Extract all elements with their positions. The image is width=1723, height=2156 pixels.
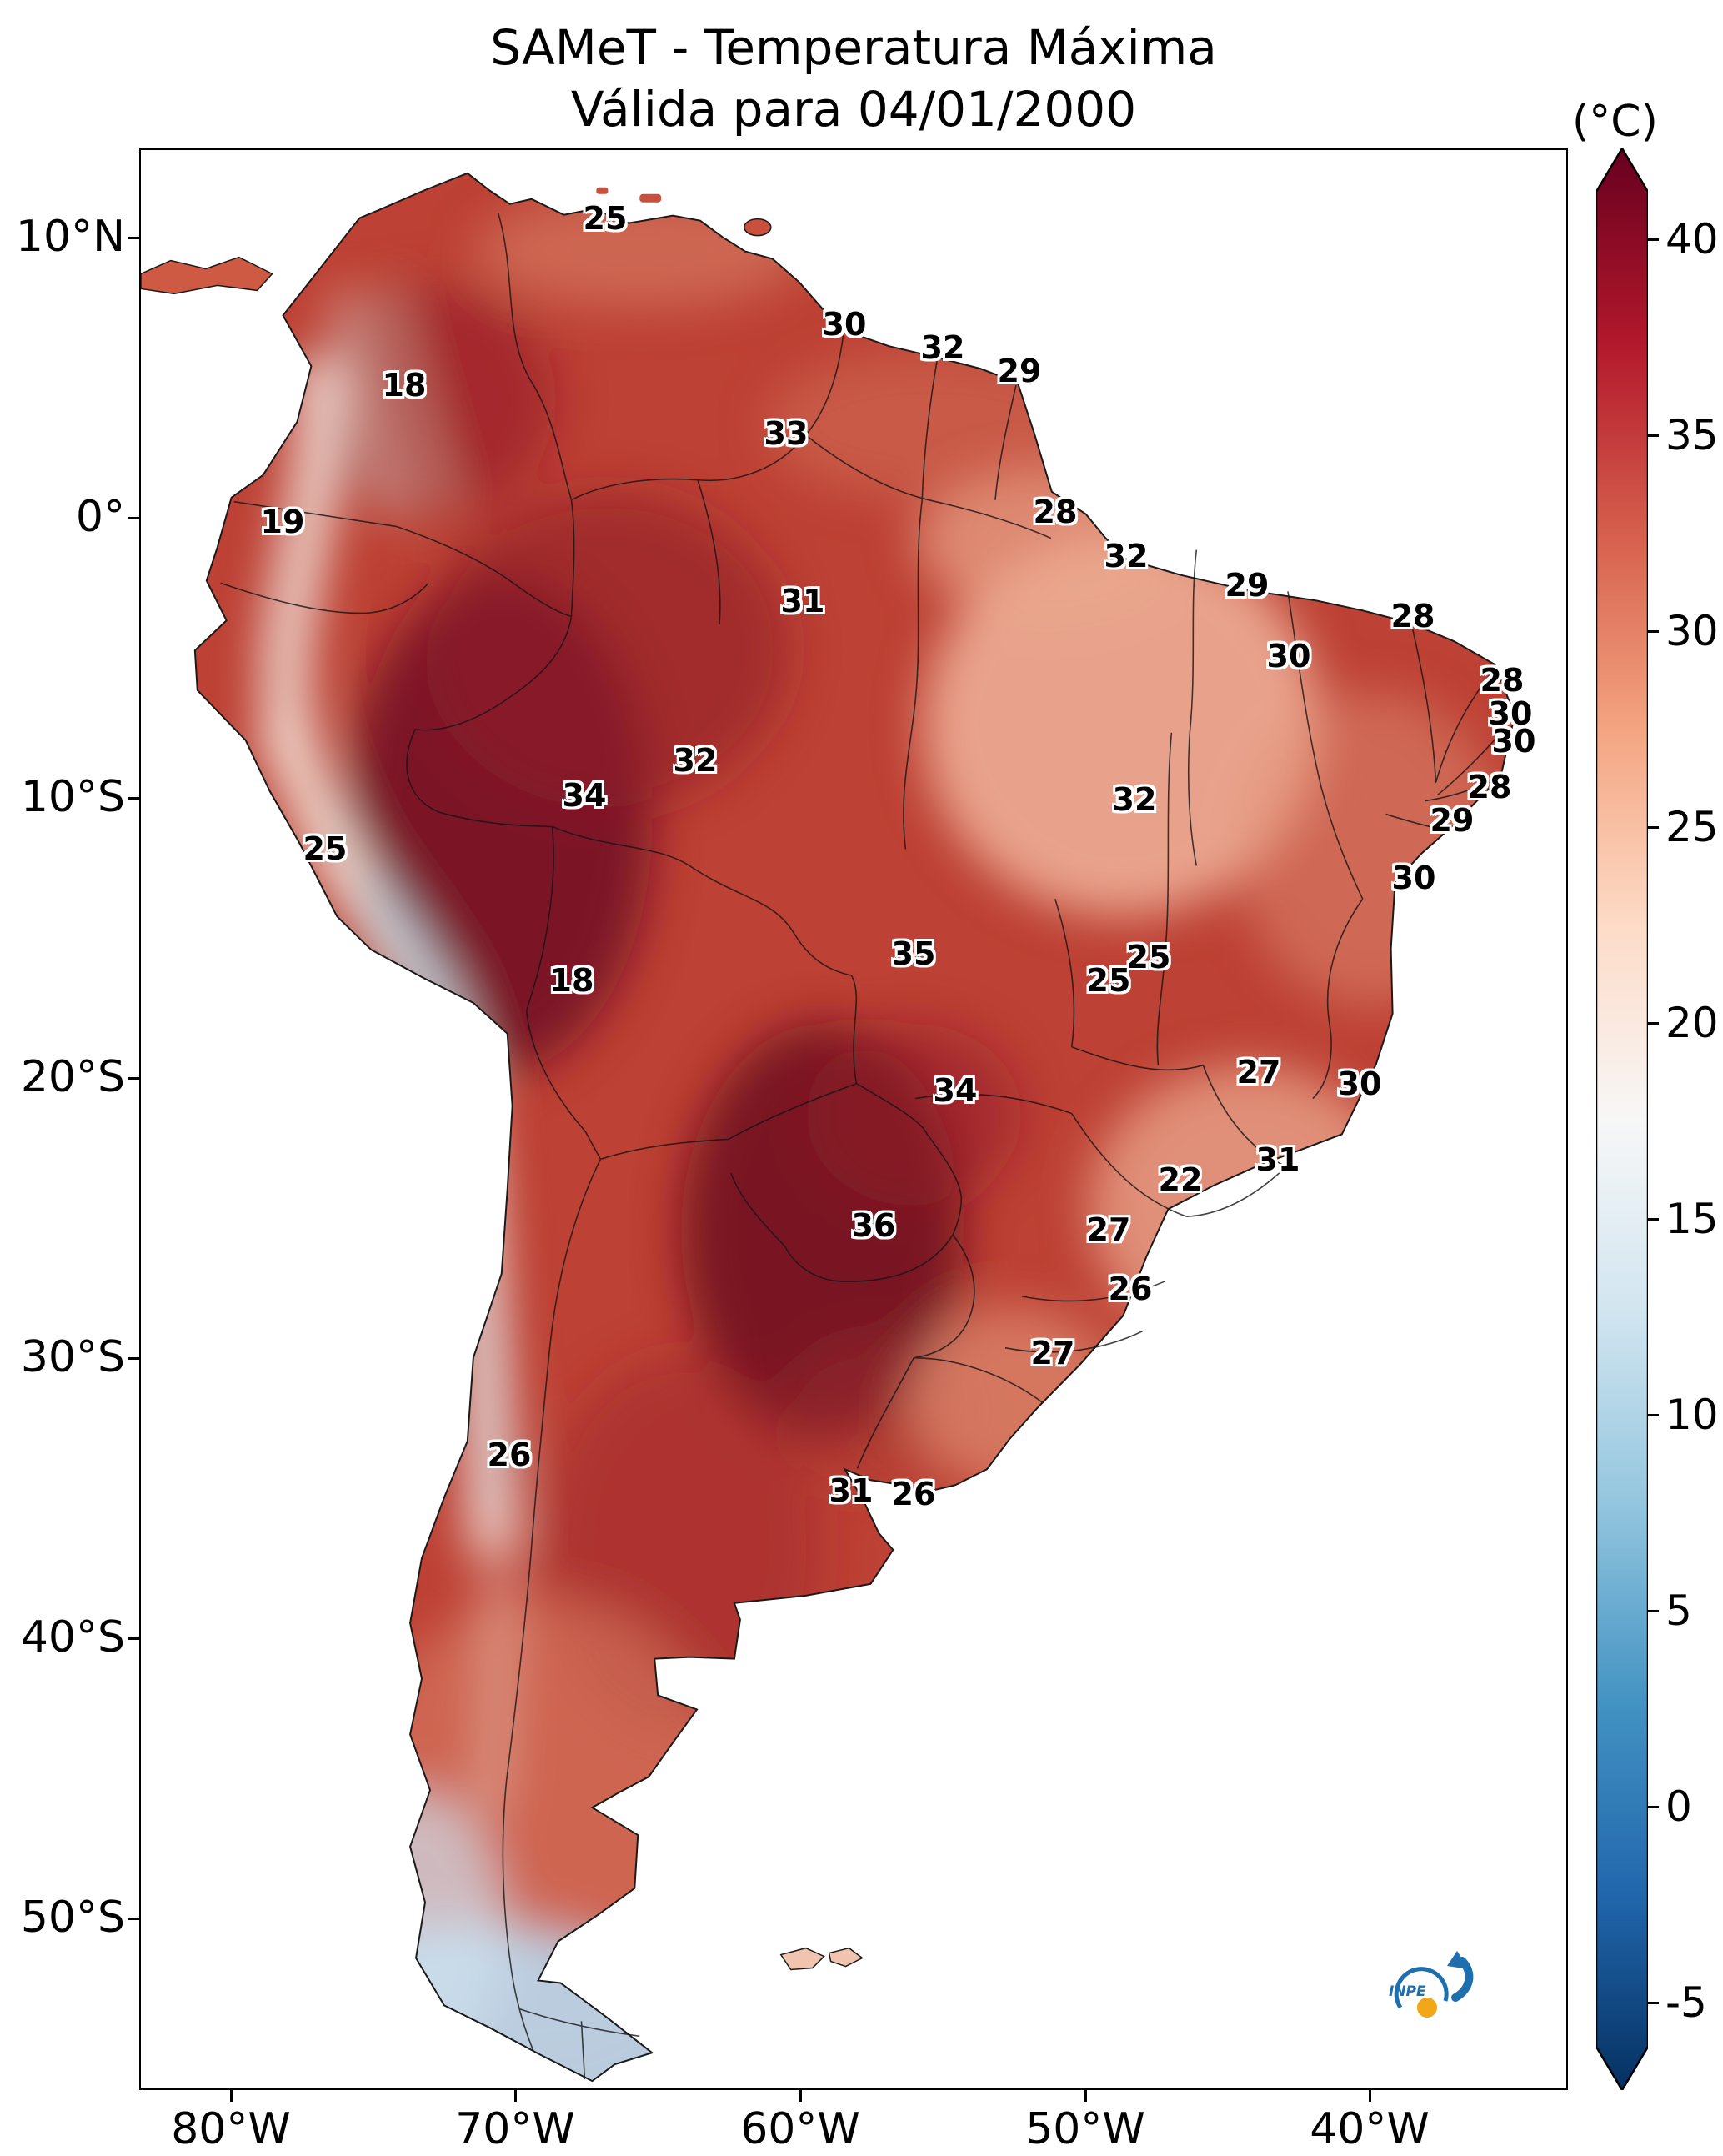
colorbar-tick-label: 25 (1665, 803, 1719, 851)
lon-tick-label: 60°W (740, 2104, 860, 2154)
colorbar-tick-label: 40 (1665, 215, 1719, 263)
lon-tick-mark (1084, 2090, 1087, 2102)
margarita-island (639, 193, 662, 203)
country-state-borders (220, 213, 1515, 2080)
colorbar-tick-label: 35 (1665, 411, 1719, 459)
lon-tick-mark (1369, 2090, 1371, 2102)
lat-tick-label: 50°S (20, 1892, 125, 1943)
colorbar-unit-label: (°C) (1572, 97, 1658, 147)
colorbar-tick-mark (1648, 238, 1659, 241)
colorbar-tick-mark (1648, 1610, 1659, 1612)
lon-tick-label: 80°W (171, 2104, 291, 2154)
colorbar-tick-label: -5 (1665, 1978, 1707, 2027)
colorbar-tick-mark (1648, 630, 1659, 633)
colorbar-tick-mark (1648, 826, 1659, 829)
falkland-west-island (779, 1947, 825, 1971)
figure-title: SAMeT - Temperatura Máxima Válida para 0… (139, 17, 1568, 140)
panama-strip (141, 256, 273, 295)
lat-tick-mark (128, 1637, 139, 1640)
lat-tick-mark (128, 1918, 139, 1920)
lat-tick-label: 10°N (15, 211, 125, 262)
inpe-logo-text: INPE (1389, 1983, 1426, 2000)
colorbar-tick-label: 20 (1665, 999, 1719, 1047)
colorbar-tick-label: 30 (1665, 607, 1719, 655)
colorbar-tick-label: 15 (1665, 1195, 1719, 1243)
title-line2: Válida para 04/01/2000 (570, 81, 1137, 138)
colorbar-tick-label: 10 (1665, 1391, 1719, 1439)
lat-tick-label: 20°S (20, 1051, 125, 1102)
caribbean-islet (596, 187, 609, 194)
lat-tick-mark (128, 1357, 139, 1360)
lon-tick-label: 70°W (455, 2104, 575, 2154)
lat-tick-mark (128, 1077, 139, 1080)
lat-tick-mark (128, 517, 139, 519)
logo-arrowhead (1447, 1951, 1469, 1969)
temperature-shading (240, 192, 1505, 2082)
colorbar-tick-mark (1648, 1806, 1659, 1808)
lon-tick-label: 50°W (1025, 2104, 1145, 2154)
colorbar-bar (1596, 148, 1648, 2090)
lat-tick-label: 30°S (20, 1331, 125, 1382)
lat-tick-label: 40°S (20, 1612, 125, 1662)
south-america-map (141, 172, 1516, 2083)
lat-tick-label: 10°S (20, 771, 125, 822)
map-axes-frame (139, 148, 1568, 2090)
lon-tick-mark (514, 2090, 517, 2102)
logo-orange-dot (1417, 1998, 1437, 2018)
colorbar (1596, 148, 1648, 2090)
trinidad-island (744, 218, 772, 237)
colorbar-tick-label: 5 (1665, 1587, 1692, 1635)
logo-orbit (1394, 1967, 1449, 2009)
colorbar-tick-label: 0 (1665, 1782, 1692, 1831)
lat-tick-mark (128, 797, 139, 800)
colorbar-tick-mark (1648, 434, 1659, 437)
colorbar-tick-mark (1648, 1414, 1659, 1416)
title-line1: SAMeT - Temperatura Máxima (490, 19, 1217, 76)
falkland-east-island (828, 1947, 864, 1968)
inpe-logo: INPE (1375, 1948, 1485, 2033)
colorbar-tick-mark (1648, 1218, 1659, 1221)
lat-tick-label: 0° (75, 491, 125, 542)
lon-tick-label: 40°W (1310, 2104, 1430, 2154)
lon-tick-mark (799, 2090, 802, 2102)
islands (141, 187, 864, 1971)
lat-tick-mark (128, 237, 139, 239)
lon-tick-mark (230, 2090, 233, 2102)
colorbar-tick-mark (1648, 2002, 1659, 2004)
colorbar-tick-mark (1648, 1022, 1659, 1025)
